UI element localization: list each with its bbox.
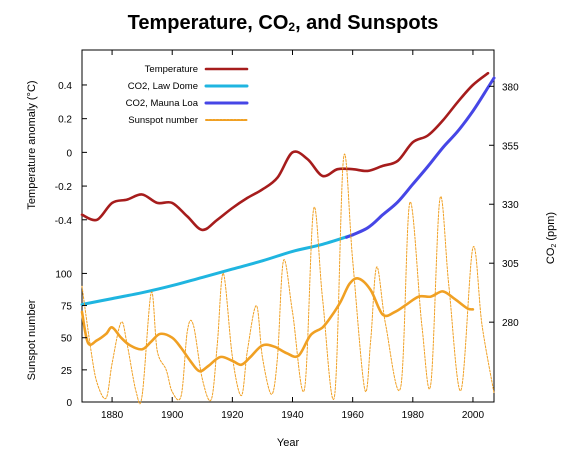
sunspot-tick-label: 75 xyxy=(61,302,73,313)
co2-tick-label: 305 xyxy=(502,259,519,270)
co2-tick-label: 355 xyxy=(502,141,519,152)
chart-title: Temperature, CO2, and Sunspots xyxy=(128,12,439,34)
co2-axis-label: CO2 (ppm) xyxy=(545,212,558,264)
legend-label: Sunspot number xyxy=(128,115,198,126)
temperature-tick-label: -0.4 xyxy=(55,216,73,227)
sunspot-tick-label: 50 xyxy=(61,334,73,345)
sunspot-axis-label: Sunspot number xyxy=(26,299,38,380)
co2-tick-label: 280 xyxy=(502,318,519,329)
x-tick-label: 1880 xyxy=(101,410,124,421)
co2-mauna-loa-line xyxy=(345,76,496,239)
sunspot-tick-label: 25 xyxy=(61,366,73,377)
x-tick-label: 1980 xyxy=(402,410,425,421)
x-tick-label: 1960 xyxy=(342,410,365,421)
x-tick-label: 1920 xyxy=(221,410,244,421)
co2-law-dome-line xyxy=(80,233,355,306)
sunspot-tick-label: 100 xyxy=(55,269,72,280)
x-axis-label: Year xyxy=(277,437,300,449)
x-tick-label: 2000 xyxy=(462,410,485,421)
temperature-tick-label: 0 xyxy=(66,148,72,159)
temperature-tick-label: 0.2 xyxy=(58,115,72,126)
legend-label: CO2, Law Dome xyxy=(128,81,198,92)
legend-label: CO2, Mauna Loa xyxy=(126,98,199,109)
plot-frame xyxy=(81,49,495,403)
temperature-tick-label: -0.2 xyxy=(55,182,73,193)
sunspot-line xyxy=(81,153,495,405)
temperature-tick-label: 0.4 xyxy=(58,81,72,92)
legend: Temperature CO2, Law Dome CO2, Mauna Loa Su… xyxy=(126,64,249,126)
sunspot-tick-label: 0 xyxy=(66,398,72,409)
co2-tick-label: 330 xyxy=(502,200,519,211)
temperature-line xyxy=(80,71,490,232)
sunspot-smoothed-line xyxy=(80,277,475,373)
x-tick-label: 1900 xyxy=(161,410,184,421)
x-tick-label: 1940 xyxy=(281,410,304,421)
co2-tick-label: 380 xyxy=(502,82,519,93)
legend-label: Temperature xyxy=(145,64,198,75)
temperature-axis-label: Temperature anomaly (°C) xyxy=(26,80,38,209)
